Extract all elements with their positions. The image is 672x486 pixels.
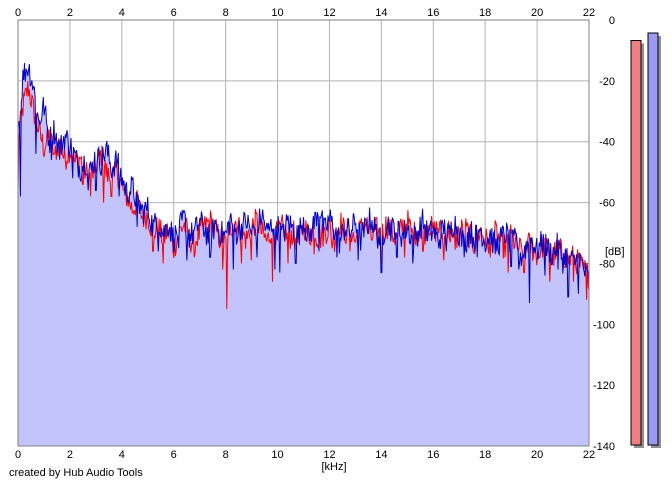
x-tick-label-top: 18 (479, 7, 491, 19)
spectrum-fill (18, 63, 589, 446)
level-meter-right (647, 32, 659, 446)
y-tick-label: -80 (599, 258, 615, 270)
x-tick-label-bottom: 12 (323, 449, 335, 461)
x-tick-label-bottom: 0 (15, 449, 21, 461)
axes: 002244668810101212141416161818202022220-… (15, 7, 615, 461)
y-tick-label: -40 (599, 137, 615, 149)
x-tick-label-bottom: 22 (583, 449, 595, 461)
x-tick-label-top: 2 (67, 7, 73, 19)
y-tick-label: -20 (599, 76, 615, 88)
y-tick-label: -120 (593, 380, 615, 392)
y-tick-label: -60 (599, 198, 615, 210)
x-tick-label-top: 4 (119, 7, 125, 19)
level-meter-left (630, 40, 642, 446)
x-tick-label-bottom: 20 (531, 449, 543, 461)
plot-frame (17, 19, 590, 447)
x-tick-label-top: 16 (427, 7, 439, 19)
x-tick-label-bottom: 16 (427, 449, 439, 461)
series-line-blue (17, 62, 590, 304)
x-tick-label-bottom: 2 (67, 449, 73, 461)
fill-area (18, 63, 589, 446)
x-tick-label-bottom: 8 (223, 449, 229, 461)
series-layer (17, 62, 590, 310)
y-tick-label: -100 (593, 319, 615, 331)
y-axis-label: [dB] (605, 246, 625, 258)
level-meters (630, 32, 661, 449)
y-tick-label: -140 (593, 441, 615, 453)
x-tick-label-top: 22 (583, 7, 595, 19)
x-tick-label-top: 0 (15, 7, 21, 19)
x-tick-label-bottom: 14 (375, 449, 387, 461)
x-tick-label-bottom: 6 (171, 449, 177, 461)
y-tick-label: 0 (609, 15, 615, 27)
x-tick-label-bottom: 4 (119, 449, 125, 461)
x-tick-label-top: 14 (375, 7, 387, 19)
x-tick-label-bottom: 18 (479, 449, 491, 461)
x-tick-label-top: 8 (223, 7, 229, 19)
x-axis-label: [kHz] (321, 461, 346, 473)
x-tick-label-top: 6 (171, 7, 177, 19)
x-tick-label-bottom: 10 (271, 449, 283, 461)
credit-text: created by Hub Audio Tools (9, 467, 143, 479)
x-tick-label-top: 10 (271, 7, 283, 19)
x-tick-label-top: 12 (323, 7, 335, 19)
x-tick-label-top: 20 (531, 7, 543, 19)
